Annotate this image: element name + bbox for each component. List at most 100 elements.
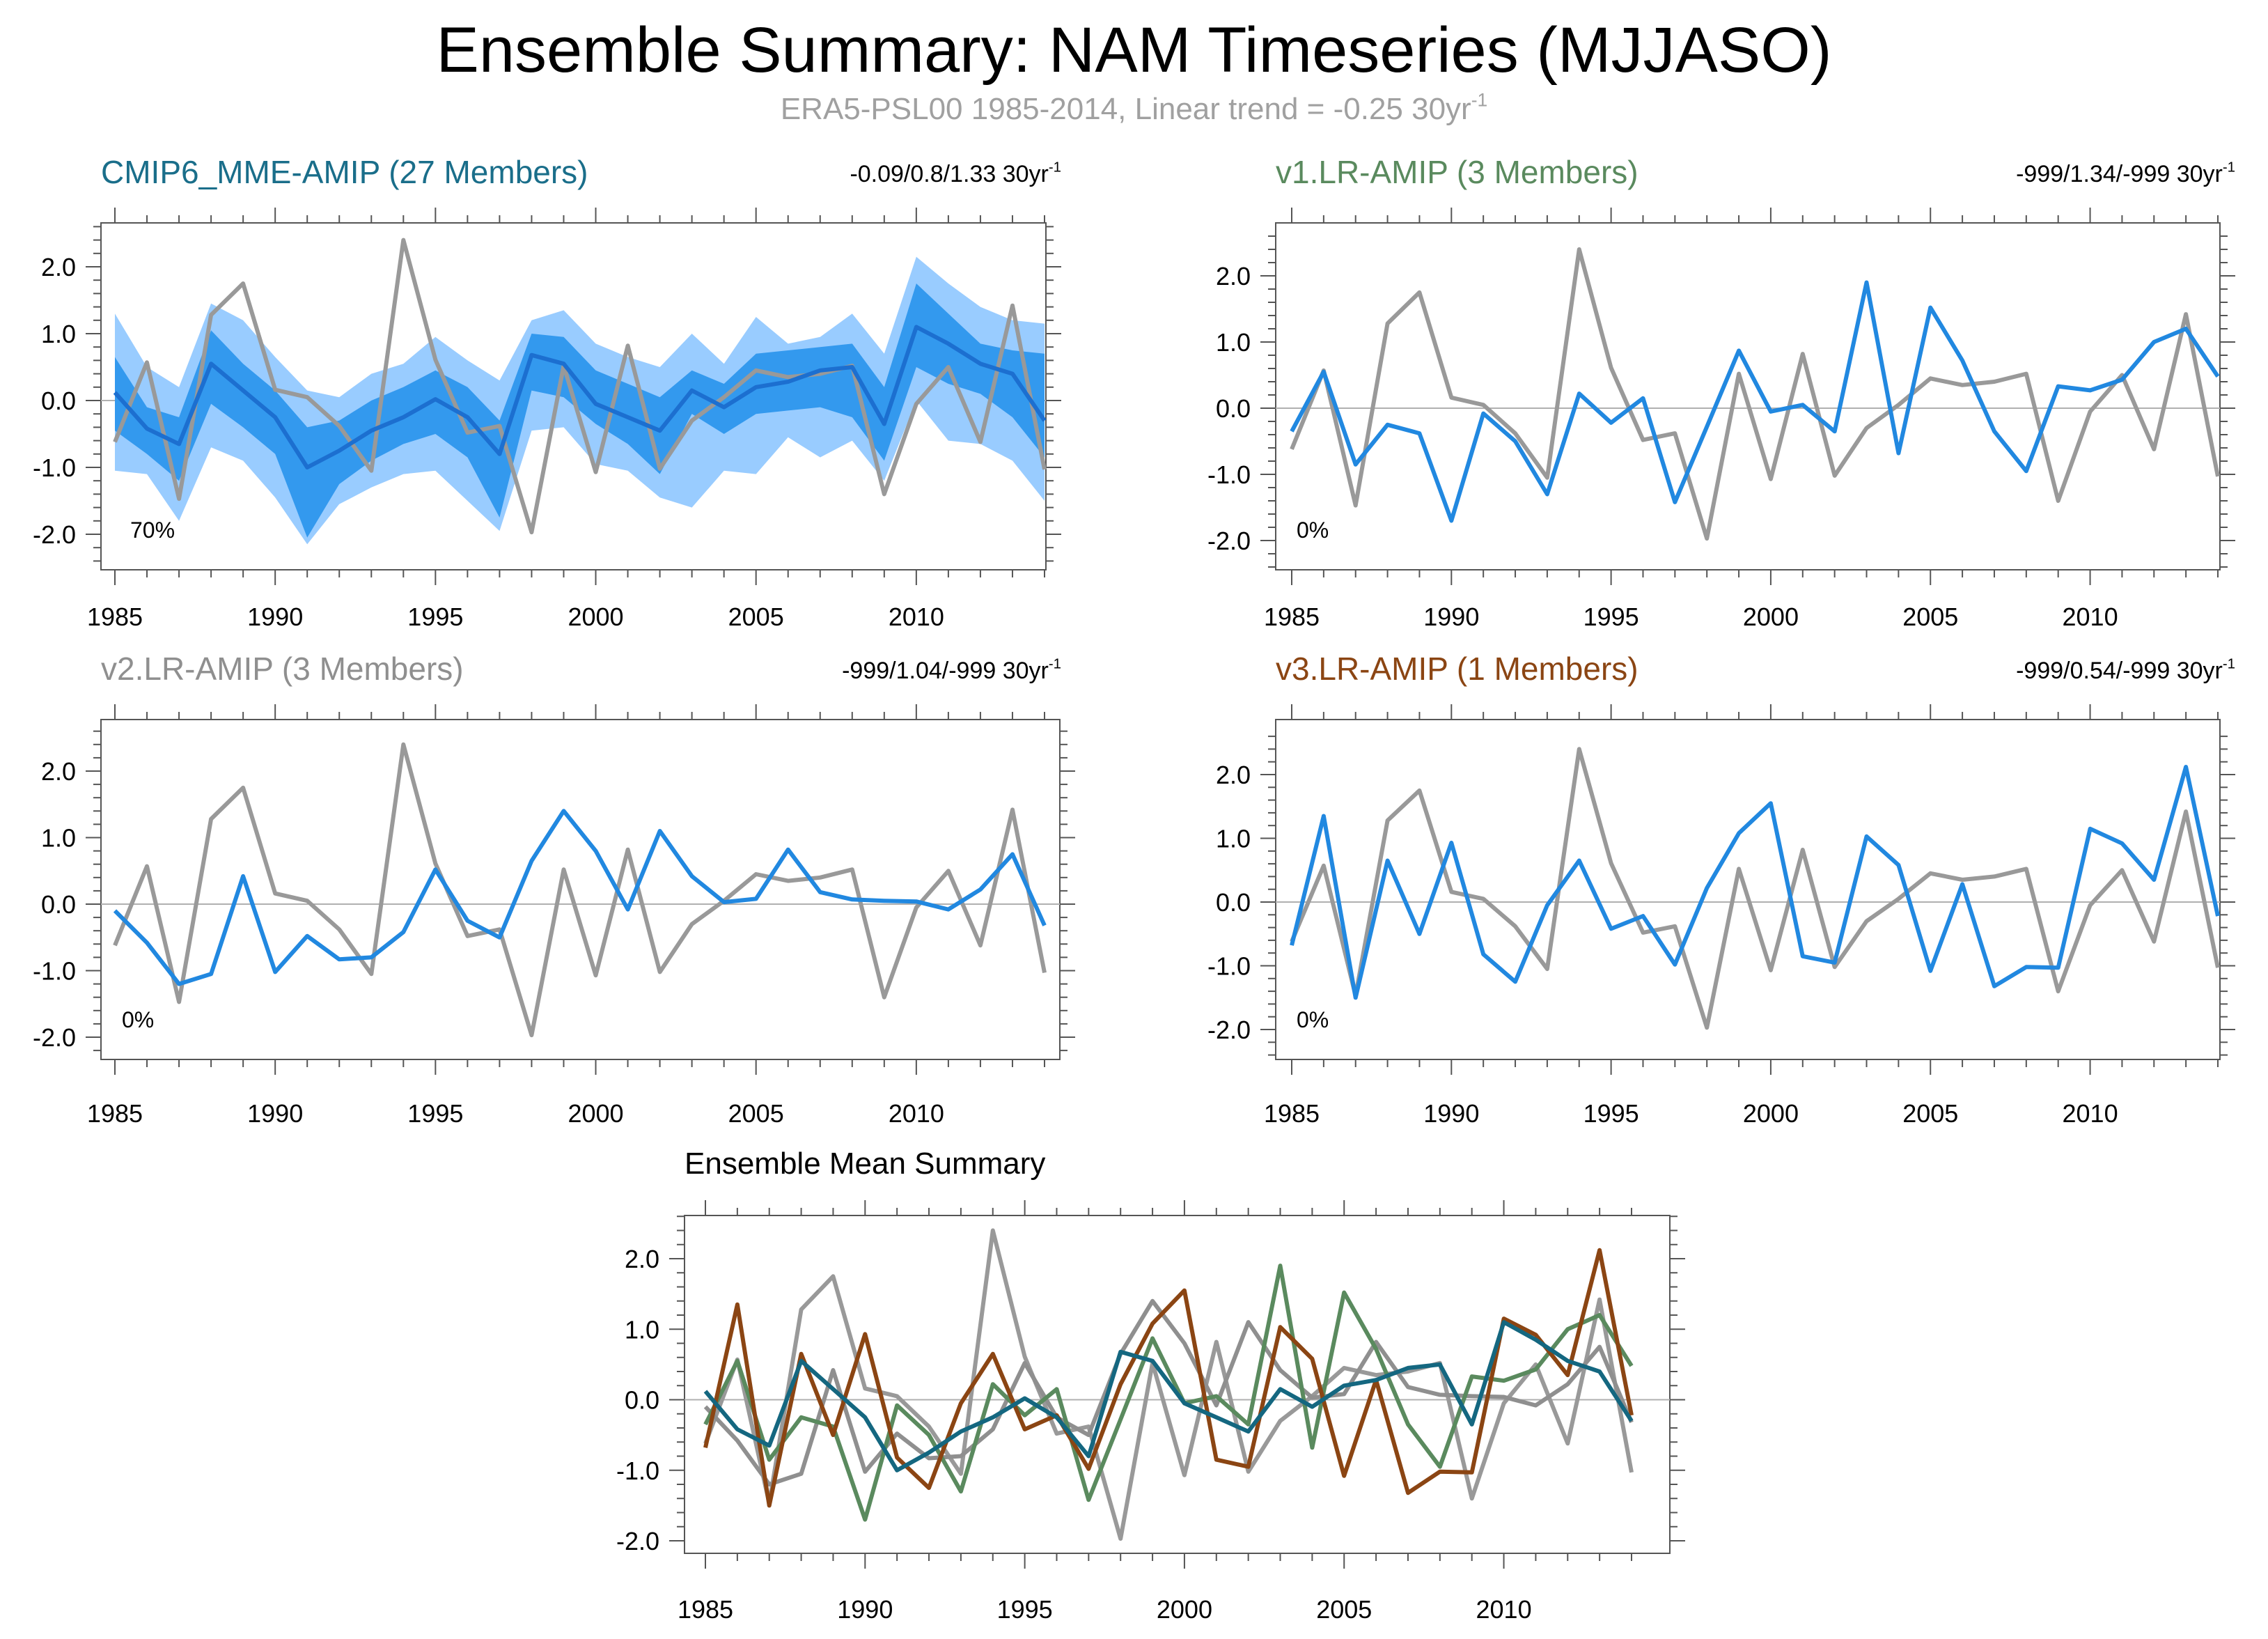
y-tick-label: 0.0 — [1216, 888, 1251, 917]
series-line-era5-psl00 — [113, 742, 1047, 1038]
trend-sup: -1 — [1048, 160, 1061, 176]
x-tick-label: 1985 — [678, 1595, 733, 1624]
x-tick-label: 2005 — [728, 1099, 784, 1128]
panel-title-v1: v1.LR-AMIP (3 Members) — [1276, 154, 1639, 190]
y-tick-label: 2.0 — [41, 757, 76, 786]
y-tick-label: 2.0 — [41, 253, 76, 281]
y-tick-label: -2.0 — [33, 520, 76, 549]
x-tick-label: 1985 — [87, 1099, 143, 1128]
panel-annotation: 70% — [130, 518, 175, 543]
y-tick-label: 1.0 — [1216, 328, 1251, 357]
x-tick-label: 2000 — [1157, 1595, 1212, 1624]
x-tick-label: 1990 — [837, 1595, 893, 1624]
trend-text: -999/1.34/-999 30yr — [2016, 161, 2223, 187]
panel-trend-v1: -999/1.34/-999 30yr-1 — [2016, 160, 2235, 188]
series-line-v3-lr-amip — [703, 1248, 1634, 1508]
y-tick-label: -2.0 — [1207, 1016, 1251, 1044]
series-mme-mean-line — [113, 325, 1047, 469]
y-tick-label: 2.0 — [625, 1245, 659, 1273]
y-tick-label: -1.0 — [1207, 460, 1251, 489]
y-tick-label: -1.0 — [33, 453, 76, 482]
series-line-era5-psl00 — [1290, 747, 2220, 1030]
x-tick-label: 2000 — [568, 603, 623, 631]
x-tick-label: 2005 — [728, 603, 784, 631]
y-tick-label: 1.0 — [1216, 825, 1251, 853]
trend-sup: -1 — [2222, 656, 2235, 672]
y-tick-label: 1.0 — [41, 320, 76, 348]
panel-title-v3: v3.LR-AMIP (1 Members) — [1276, 651, 1639, 687]
main-title: Ensemble Summary: NAM Timeseries (MJJASO… — [436, 15, 1832, 86]
x-tick-label: 1995 — [997, 1595, 1053, 1624]
y-tick-label: -2.0 — [33, 1023, 76, 1052]
series-line-v3-lr-amip — [1290, 765, 2220, 1000]
series-line-v2-lr-amip — [703, 1298, 1634, 1486]
y-tick-label: -2.0 — [616, 1527, 659, 1555]
y-tick-label: -1.0 — [1207, 952, 1251, 981]
x-tick-label: 1995 — [1583, 1099, 1639, 1128]
series-line-v2-lr-amip — [113, 809, 1047, 986]
y-tick-label: 0.0 — [625, 1386, 659, 1415]
x-tick-label: 1990 — [1423, 1099, 1479, 1128]
chart-panel-4: 1985 1990 1995 2000 2005 2010 2.0 1.0 0.0 -1.0 -2.… — [616, 1200, 1685, 1624]
chart-panel-3: 1985 1990 1995 2000 2005 2010 2.0 1.0 0.0 -1.0 -2.… — [1207, 704, 2235, 1128]
panel-trend-v2: -999/1.04/-999 30yr-1 — [842, 657, 1061, 685]
x-tick-label: 2005 — [1902, 603, 1958, 631]
y-tick-label: 1.0 — [41, 824, 76, 853]
x-tick-label: 1995 — [407, 603, 463, 631]
x-tick-label: 2010 — [2063, 1099, 2118, 1128]
y-tick-label: 0.0 — [1216, 394, 1251, 423]
series-line-era5-psl00 — [1290, 247, 2220, 541]
chart-panel-1: 1985 1990 1995 2000 2005 2010 2.0 1.0 0.0 -1.0 -2.… — [1207, 208, 2235, 631]
chart-panel-0: 1985 1990 1995 2000 2005 2010 2.0 1.0 0.0 -1.0 -2.… — [33, 208, 1061, 631]
x-tick-label: 1995 — [407, 1099, 463, 1128]
y-tick-label: 2.0 — [1216, 761, 1251, 789]
x-tick-label: 2000 — [568, 1099, 623, 1128]
x-tick-label: 1990 — [247, 603, 303, 631]
y-tick-label: -1.0 — [616, 1457, 659, 1485]
series-era5-line — [113, 238, 1047, 535]
panel-annotation: 0% — [122, 1007, 154, 1032]
subtitle-sup: -1 — [1471, 89, 1488, 111]
main-subtitle: ERA5-PSL00 1985-2014, Linear trend = -0.… — [0, 89, 2268, 127]
x-tick-label: 2005 — [1316, 1595, 1372, 1624]
trend-sup: -1 — [1048, 656, 1061, 672]
plot-frame — [684, 1215, 1671, 1554]
panel-trend-cmip6: -0.09/0.8/1.33 30yr-1 — [850, 160, 1061, 188]
x-tick-label: 2010 — [889, 1099, 944, 1128]
series-line-era5-psl00 — [703, 1228, 1634, 1541]
x-tick-label: 2010 — [2063, 603, 2118, 631]
x-tick-label: 1990 — [1423, 603, 1479, 631]
series-line-cmip6-mme-amip — [703, 1320, 1634, 1473]
subtitle-text: ERA5-PSL00 1985-2014, Linear trend = -0.… — [780, 92, 1471, 126]
trend-text: -999/0.54/-999 30yr — [2016, 658, 2223, 684]
plot-frame — [1275, 222, 2221, 570]
trend-sup: -1 — [2222, 160, 2235, 176]
y-tick-label: -1.0 — [33, 957, 76, 986]
x-tick-label: 2000 — [1743, 603, 1799, 631]
x-tick-label: 2010 — [1476, 1595, 1532, 1624]
panel-title-v2: v2.LR-AMIP (3 Members) — [101, 651, 464, 687]
x-tick-label: 2005 — [1902, 1099, 1958, 1128]
chart-panel-2: 1985 1990 1995 2000 2005 2010 2.0 1.0 0.0 -1.0 -2.… — [33, 704, 1075, 1128]
panel-trend-v3: -999/0.54/-999 30yr-1 — [2016, 657, 2235, 685]
y-tick-label: -2.0 — [1207, 527, 1251, 555]
x-tick-label: 1985 — [1264, 603, 1320, 631]
y-tick-label: 2.0 — [1216, 262, 1251, 290]
y-tick-label: 0.0 — [41, 890, 76, 919]
panel-title-ensemble-mean: Ensemble Mean Summary — [685, 1147, 1046, 1181]
x-tick-label: 1995 — [1583, 603, 1639, 631]
panel-annotation: 0% — [1297, 518, 1329, 543]
x-tick-label: 1985 — [87, 603, 143, 631]
x-tick-label: 2000 — [1743, 1099, 1799, 1128]
panel-annotation: 0% — [1297, 1007, 1329, 1032]
plot-frame — [100, 719, 1061, 1060]
y-tick-label: 1.0 — [625, 1315, 659, 1344]
trend-text: -999/1.04/-999 30yr — [842, 658, 1049, 684]
plot-frame — [100, 222, 1047, 570]
y-tick-label: 0.0 — [41, 387, 76, 415]
series-line-v1-lr-amip — [1290, 280, 2220, 523]
panel-title-cmip6: CMIP6_MME-AMIP (27 Members) — [101, 154, 588, 190]
trend-text: -0.09/0.8/1.33 30yr — [850, 161, 1049, 187]
x-tick-label: 1990 — [247, 1099, 303, 1128]
